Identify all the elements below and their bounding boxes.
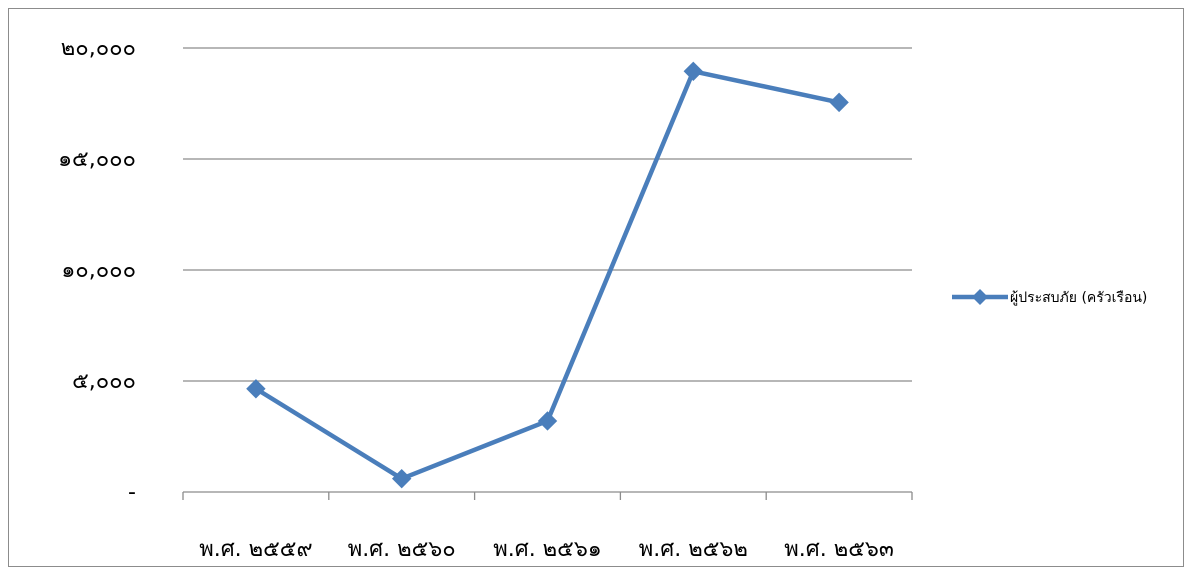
y-axis-tick-labels: - ๕,๐๐๐ ๑๐,๐๐๐ ๑๕,๐๐๐ ๒๐,๐๐๐ — [58, 36, 136, 505]
data-point-marker — [537, 411, 558, 431]
y-tick-label: ๑๕,๐๐๐ — [58, 147, 136, 172]
legend-label: ผู้ประสบภัย (ครัวเรือน) — [1010, 290, 1147, 306]
data-point-marker — [391, 468, 412, 489]
data-point-marker — [683, 61, 704, 82]
x-axis — [182, 491, 913, 500]
x-tick-label: พ.ศ. ๒๕๖๑ — [493, 537, 602, 562]
data-point-marker — [246, 379, 266, 399]
x-tick-label: พ.ศ. ๒๕๖๒ — [639, 537, 748, 562]
y-tick-label: ๕,๐๐๐ — [72, 369, 136, 394]
y-tick-label: ๒๐,๐๐๐ — [61, 36, 136, 61]
chart-frame — [8, 8, 1184, 567]
y-tick-label: - — [128, 480, 136, 505]
gridlines — [183, 47, 912, 382]
x-axis-tick-labels: พ.ศ. ๒๕๕๙ พ.ศ. ๒๕๖๐ พ.ศ. ๒๕๖๑ พ.ศ. ๒๕๖๒ พ.ศ.… — [199, 537, 894, 562]
legend: ผู้ประสบภัย (ครัวเรือน) — [952, 289, 1147, 306]
data-point-marker — [829, 92, 849, 113]
series-group — [246, 61, 849, 489]
y-tick-label: ๑๐,๐๐๐ — [61, 258, 136, 283]
x-tick-label: พ.ศ. ๒๕๖๐ — [348, 537, 456, 562]
x-tick-label: พ.ศ. ๒๕๖๓ — [784, 537, 894, 562]
x-tick-label: พ.ศ. ๒๕๕๙ — [199, 537, 312, 562]
legend-marker — [972, 289, 988, 305]
